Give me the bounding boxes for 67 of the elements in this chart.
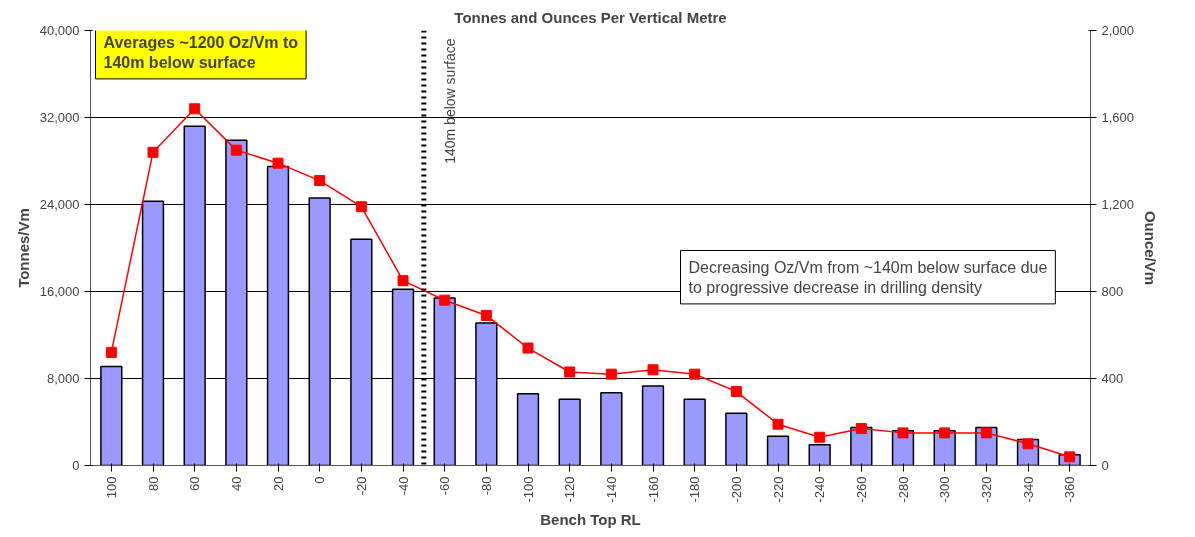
x-tick-label: -80 xyxy=(478,476,494,496)
x-tick-label: -20 xyxy=(353,476,369,496)
point xyxy=(689,368,701,380)
point xyxy=(730,386,742,398)
x-tick-label: -300 xyxy=(937,476,953,503)
point xyxy=(522,342,534,354)
x-tick-label: 60 xyxy=(187,476,203,491)
point xyxy=(397,275,409,287)
y-tick-label: 40,000 xyxy=(39,23,80,38)
y2-tick-label: 1,200 xyxy=(1101,197,1135,212)
point xyxy=(647,364,659,376)
x-tick-label: -120 xyxy=(562,476,578,503)
x-tick-label: -280 xyxy=(895,476,911,503)
x-tick-label: 20 xyxy=(270,476,286,491)
point xyxy=(564,366,576,378)
point xyxy=(980,427,992,439)
y-tick-label: 32,000 xyxy=(39,110,80,125)
point xyxy=(1022,438,1034,450)
y2-axis-title: Ounce/Vm xyxy=(1142,210,1160,286)
point xyxy=(314,175,326,187)
point xyxy=(147,146,159,158)
point xyxy=(1064,451,1076,463)
chart-title: Tonnes and Ounces Per Vertical Metre xyxy=(454,8,727,26)
x-tick-label: -180 xyxy=(687,476,703,503)
x-tick-label: -60 xyxy=(437,476,453,496)
y-tick-label: 16,000 xyxy=(39,284,80,299)
x-tick-label: 100 xyxy=(103,476,119,499)
x-tick-label: -40 xyxy=(395,476,411,496)
point xyxy=(897,427,909,439)
x-tick-label: -320 xyxy=(978,476,994,503)
annotation: Averages ~1200 Oz/Vm to 140m below surface xyxy=(103,33,299,71)
point xyxy=(189,103,201,115)
x-tick-label: -200 xyxy=(728,476,744,503)
point xyxy=(272,157,284,169)
x-tick-label: -340 xyxy=(1020,476,1036,503)
point xyxy=(355,201,367,213)
y-tick-label: 8,000 xyxy=(46,371,80,386)
y2-tick-label: 400 xyxy=(1101,371,1124,386)
ref-line-label: 140m below surface xyxy=(441,38,458,164)
y2-tick-label: 0 xyxy=(1101,458,1109,473)
x-tick-label: -140 xyxy=(603,476,619,503)
point xyxy=(772,418,784,430)
point xyxy=(105,346,117,358)
x-tick-label: -240 xyxy=(812,476,828,503)
annotation: Decreasing Oz/Vm from ~140m below surface due to progressive decrease in drilling density xyxy=(688,258,1048,296)
x-tick-label: -160 xyxy=(645,476,661,503)
y2-tick-label: 2,000 xyxy=(1101,23,1135,38)
y2-tick-label: 800 xyxy=(1101,284,1124,299)
point xyxy=(855,423,867,435)
x-tick-label: -220 xyxy=(770,476,786,503)
x-tick-label: -360 xyxy=(1062,476,1078,503)
x-axis-title: Bench Top RL xyxy=(540,510,641,528)
y2-tick-label: 1,600 xyxy=(1101,110,1135,125)
x-tick-label: 80 xyxy=(145,476,161,491)
point xyxy=(939,427,951,439)
point xyxy=(814,431,826,443)
y-axis-title: Tonnes/Vm xyxy=(14,208,32,288)
point xyxy=(480,309,492,321)
x-tick-label: -260 xyxy=(853,476,869,503)
y-tick-label: 0 xyxy=(72,458,80,473)
point xyxy=(230,144,242,156)
x-tick-label: 40 xyxy=(228,476,244,491)
y-tick-label: 24,000 xyxy=(39,197,80,212)
point xyxy=(439,294,451,306)
x-tick-label: 0 xyxy=(312,476,328,484)
point xyxy=(605,368,617,380)
x-tick-label: -100 xyxy=(520,476,536,503)
